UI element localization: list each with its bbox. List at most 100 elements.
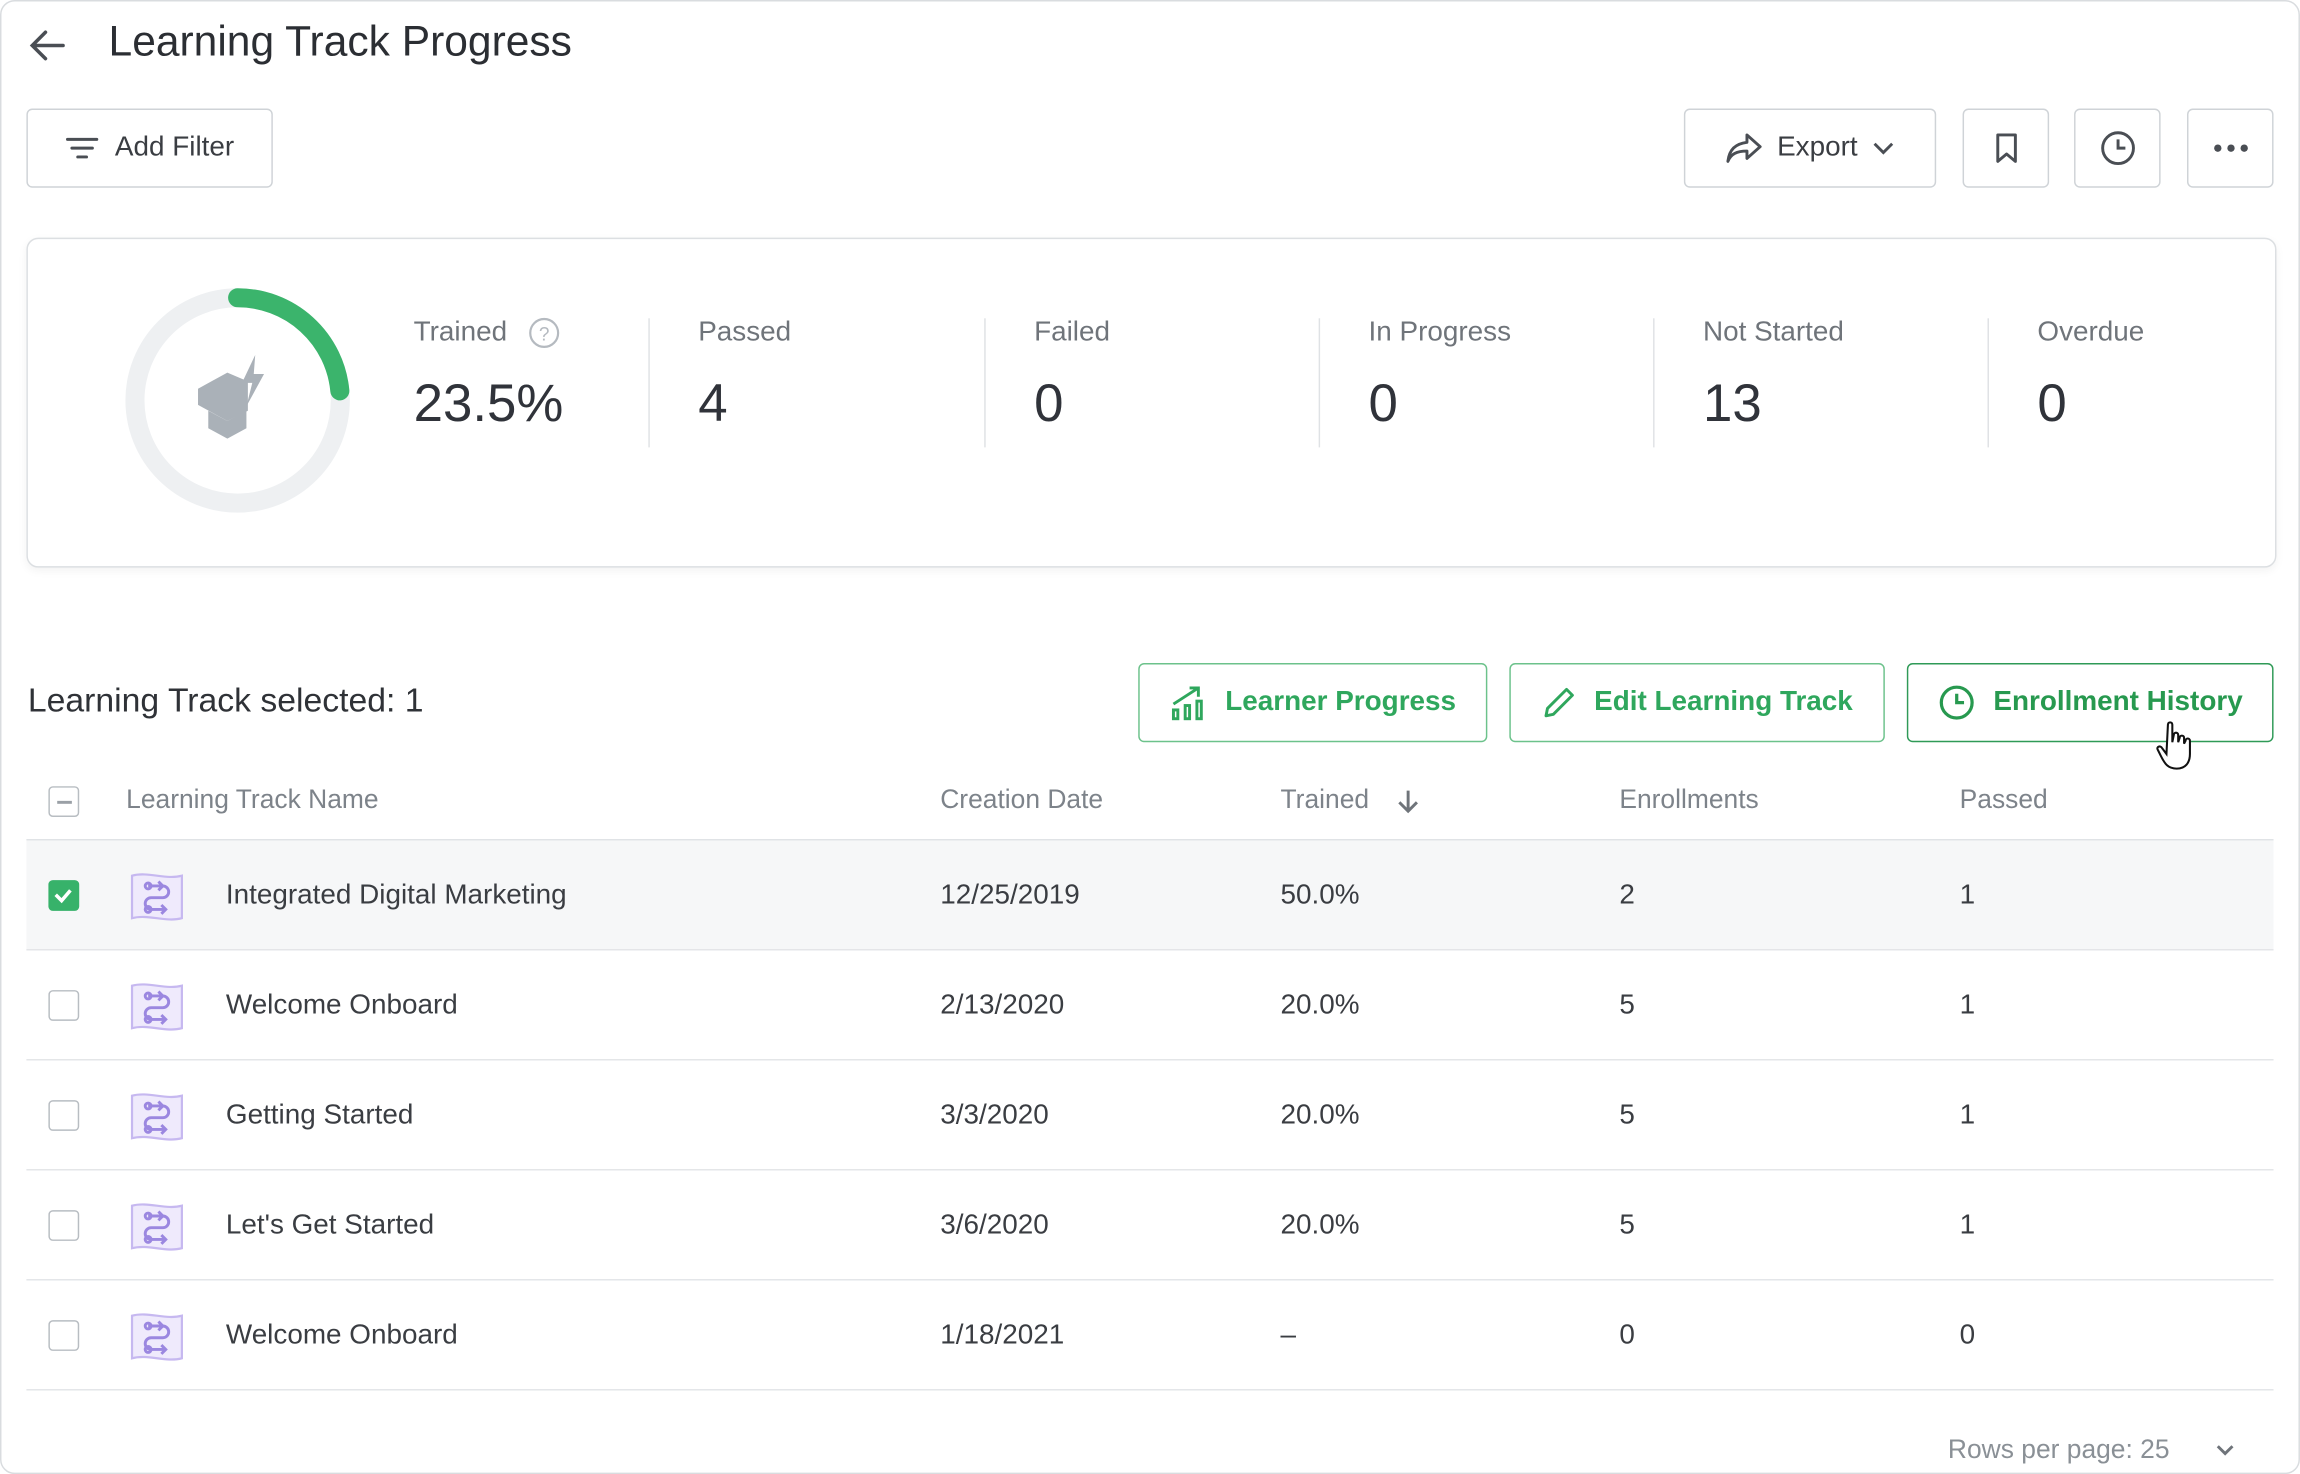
clock-icon — [1939, 685, 1974, 720]
header-divider — [26, 839, 2274, 841]
learning-track-icon — [130, 1093, 183, 1141]
enrollments-count: 5 — [1619, 990, 1635, 1021]
stat-trained: Trained? 23.5% — [414, 317, 564, 434]
creation-date: 3/6/2020 — [940, 1210, 1049, 1241]
stat-label: Failed — [1034, 316, 1111, 348]
trained-percent: – — [1280, 1320, 1297, 1351]
row-checkbox[interactable] — [48, 1210, 80, 1241]
creation-date: 12/25/2019 — [940, 880, 1080, 911]
bookmark-button[interactable] — [1962, 108, 2050, 188]
bookmark-icon — [1995, 133, 2017, 163]
table-row[interactable]: Integrated Digital Marketing 12/25/2019 … — [26, 840, 2274, 951]
enrollments-count: 0 — [1619, 1320, 1635, 1351]
creation-date: 3/3/2020 — [940, 1100, 1049, 1131]
stat-label: Passed — [698, 316, 792, 348]
enrollments-count: 2 — [1619, 880, 1635, 911]
passed-count: 1 — [1959, 990, 1976, 1021]
passed-count: 1 — [1959, 1100, 1976, 1131]
trained-arc — [125, 288, 350, 513]
row-checkbox[interactable] — [48, 880, 80, 911]
table-row[interactable]: Welcome Onboard 2/13/2020 20.0% 5 1 — [26, 950, 2274, 1061]
select-all-checkbox[interactable] — [48, 786, 80, 818]
trained-percent: 20.0% — [1280, 990, 1360, 1021]
learning-track-icon — [130, 983, 183, 1031]
track-name[interactable]: Getting Started — [225, 1100, 414, 1131]
hand-cursor-icon — [2156, 721, 2191, 770]
stat-divider — [1987, 318, 1989, 448]
more-horizontal-icon — [2213, 144, 2248, 152]
svg-text:?: ? — [538, 324, 549, 345]
share-icon — [1725, 133, 1761, 163]
enrollments-count: 5 — [1619, 1100, 1635, 1131]
stat-value: 23.5% — [413, 372, 564, 433]
column-header-creation-date[interactable]: Creation Date — [940, 784, 1104, 815]
enrollment-history-button[interactable]: Enrollment History — [1906, 662, 2274, 743]
sort-descending-icon[interactable] — [1396, 788, 1419, 814]
stat-value: 13 — [1702, 372, 1762, 433]
table-row[interactable]: Getting Started 3/3/2020 20.0% 5 1 — [26, 1060, 2274, 1171]
history-button[interactable] — [2074, 108, 2161, 188]
table-row[interactable]: Let's Get Started 3/6/2020 20.0% 5 1 — [26, 1171, 2274, 1281]
page-title: Learning Track Progress — [108, 19, 572, 67]
track-name[interactable]: Integrated Digital Marketing — [225, 880, 567, 911]
column-header-passed[interactable]: Passed — [1959, 784, 2048, 815]
stat-label: Not Started — [1702, 316, 1844, 348]
stat-divider — [648, 318, 650, 448]
trained-percent: 50.0% — [1280, 880, 1360, 911]
pencil-icon — [1544, 687, 1574, 718]
trained-percent: 20.0% — [1280, 1210, 1360, 1241]
trained-percent: 20.0% — [1280, 1100, 1360, 1131]
row-checkbox[interactable] — [48, 990, 80, 1021]
chevron-down-icon[interactable] — [2215, 1443, 2236, 1458]
graduation-cap-icon — [198, 354, 265, 439]
add-filter-label: Add Filter — [114, 132, 235, 163]
track-name[interactable]: Let's Get Started — [225, 1210, 435, 1241]
column-header-trained[interactable]: Trained — [1280, 784, 1370, 815]
stat-divider — [1318, 318, 1321, 448]
stat-in-progress: In Progress 0 — [1369, 317, 1512, 434]
stat-label: Overdue — [2037, 316, 2145, 348]
help-icon[interactable]: ? — [528, 317, 560, 349]
stat-failed: Failed 0 — [1034, 317, 1110, 434]
chevron-down-icon — [1874, 142, 1894, 155]
add-filter-button[interactable]: Add Filter — [26, 108, 273, 188]
stat-value: 0 — [1034, 372, 1064, 433]
summary-card: Trained? 23.5% Passed 4 Failed 0 In Progress 0 N… — [26, 237, 2277, 568]
creation-date: 1/18/2021 — [940, 1320, 1065, 1351]
passed-count: 1 — [1959, 880, 1976, 911]
enrollments-count: 5 — [1619, 1210, 1635, 1241]
learning-track-icon — [130, 873, 183, 921]
stat-label: Trained — [413, 316, 508, 348]
clock-icon — [2100, 131, 2135, 166]
export-label: Export — [1777, 132, 1858, 163]
rows-per-page-select[interactable]: Rows per page: 25 — [1947, 1434, 2170, 1464]
edit-learning-track-button[interactable]: Edit Learning Track — [1509, 662, 1885, 743]
filter-icon — [66, 137, 99, 159]
selection-count: Learning Track selected: 1 — [27, 680, 424, 719]
table-row[interactable]: Welcome Onboard 1/18/2021 – 0 0 — [26, 1281, 2274, 1391]
export-button[interactable]: Export — [1683, 108, 1937, 188]
stat-not-started: Not Started 13 — [1703, 317, 1844, 434]
passed-count: 1 — [1959, 1210, 1976, 1241]
edit-learning-track-label: Edit Learning Track — [1594, 686, 1853, 718]
learning-track-icon — [130, 1313, 183, 1361]
stat-divider — [984, 318, 986, 448]
track-name[interactable]: Welcome Onboard — [225, 990, 458, 1021]
back-arrow-icon[interactable] — [28, 28, 66, 63]
trained-donut — [125, 288, 350, 513]
track-name[interactable]: Welcome Onboard — [225, 1320, 458, 1351]
enrollment-history-label: Enrollment History — [1993, 686, 2243, 718]
row-checkbox[interactable] — [48, 1320, 80, 1351]
growth-chart-icon — [1172, 686, 1204, 721]
stat-divider — [1653, 318, 1655, 448]
learner-progress-button[interactable]: Learner Progress — [1138, 662, 1488, 743]
row-checkbox[interactable] — [48, 1100, 80, 1131]
stat-overdue: Overdue 0 — [2037, 317, 2144, 434]
checkmark-icon — [54, 889, 72, 904]
passed-count: 0 — [1959, 1320, 1976, 1351]
column-header-name[interactable]: Learning Track Name — [126, 784, 379, 815]
column-header-enrollments[interactable]: Enrollments — [1619, 784, 1759, 815]
more-options-button[interactable] — [2186, 108, 2274, 188]
stat-value: 0 — [1368, 372, 1398, 433]
